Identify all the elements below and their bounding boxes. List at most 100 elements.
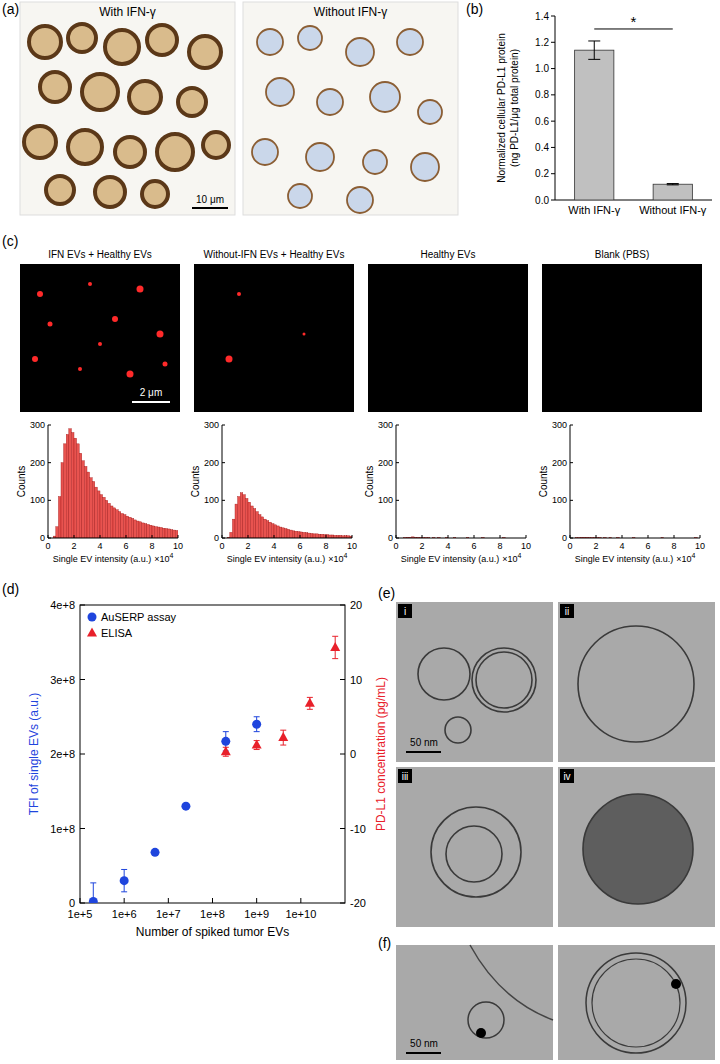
error-line bbox=[594, 41, 595, 59]
image-title: With IFN-γ bbox=[99, 5, 156, 19]
error-cap bbox=[90, 882, 96, 883]
point bbox=[252, 740, 262, 749]
y-tick-label: 300 bbox=[30, 420, 45, 430]
hist-bar bbox=[116, 510, 119, 538]
x-tick-label: 6 bbox=[297, 541, 302, 551]
hist-bar bbox=[129, 517, 132, 538]
bar-chart: 0.00.20.40.60.81.01.21.4Normalized cellu… bbox=[496, 11, 712, 217]
fluorescence-image bbox=[542, 264, 702, 412]
error-cap bbox=[254, 731, 260, 732]
point bbox=[120, 876, 129, 885]
y2-tick bbox=[340, 679, 345, 680]
y-tick-label: 300 bbox=[378, 420, 393, 430]
bars bbox=[575, 41, 693, 200]
histogram-panel: Without-IFN EVs + Healthy EVs01002003000… bbox=[190, 249, 357, 564]
hist-bar bbox=[126, 516, 129, 538]
y-tick bbox=[551, 68, 555, 69]
hist-bar bbox=[79, 453, 82, 538]
legend-marker bbox=[87, 628, 97, 637]
ev-spot bbox=[98, 342, 102, 346]
x-tick bbox=[126, 535, 127, 538]
panel-label: (b) bbox=[466, 1, 483, 17]
cell bbox=[346, 38, 374, 66]
y-axis-label: Normalized cellular PD-L1 protein bbox=[496, 33, 507, 183]
image-frame bbox=[396, 767, 553, 927]
hist-bar bbox=[82, 461, 85, 538]
cell bbox=[178, 88, 206, 116]
plot-frame bbox=[80, 605, 345, 903]
image-label: i bbox=[404, 606, 406, 617]
significance-star: * bbox=[631, 13, 637, 30]
x-tick-label: 0 bbox=[219, 541, 224, 551]
hist-bar bbox=[245, 498, 248, 538]
hist-bar bbox=[71, 433, 74, 538]
cell bbox=[347, 187, 373, 213]
image-title: Blank (PBS) bbox=[595, 249, 649, 260]
x-tick-label: 10 bbox=[173, 541, 183, 551]
hist-bar bbox=[118, 512, 121, 538]
point bbox=[221, 737, 230, 746]
hist-bar bbox=[305, 533, 308, 538]
superscript: 4 bbox=[169, 552, 173, 559]
x-tick bbox=[422, 535, 423, 538]
y-tick-label: 300 bbox=[552, 420, 567, 430]
vesicle bbox=[431, 807, 521, 897]
hist-bar bbox=[300, 532, 303, 538]
image-title: Without-IFN EVs + Healthy EVs bbox=[204, 249, 345, 260]
image-frame bbox=[243, 2, 458, 215]
cell bbox=[95, 177, 125, 207]
hist-bar bbox=[316, 534, 319, 538]
x-axis bbox=[396, 538, 526, 539]
y-tick-label: 2e+8 bbox=[50, 748, 75, 760]
cell bbox=[306, 143, 334, 171]
image-label: ii bbox=[565, 606, 569, 617]
cell bbox=[411, 153, 439, 181]
hist-bar bbox=[274, 525, 277, 538]
x-tick-label: 8 bbox=[497, 541, 502, 551]
y-tick bbox=[48, 500, 51, 501]
ev-spot bbox=[303, 333, 306, 336]
vesicle bbox=[583, 794, 693, 904]
x-tick bbox=[648, 535, 649, 538]
x-tick bbox=[168, 898, 169, 903]
cell bbox=[115, 137, 145, 167]
y2-tick bbox=[340, 828, 345, 829]
x-tick-label: 8 bbox=[671, 541, 676, 551]
x-tick bbox=[622, 535, 623, 538]
y2-tick-label: -10 bbox=[350, 823, 366, 835]
x-tick-label: 8 bbox=[149, 541, 154, 551]
x-tick-label: 8 bbox=[323, 541, 328, 551]
micrograph: Without IFN-γ bbox=[243, 2, 458, 215]
y-tick bbox=[396, 462, 399, 463]
y-tick-label: 300 bbox=[204, 420, 219, 430]
carbon-edge bbox=[470, 945, 553, 1020]
cell bbox=[370, 82, 400, 112]
hist-bar bbox=[310, 533, 313, 538]
error-cap bbox=[667, 184, 679, 185]
image-label: iv bbox=[563, 771, 570, 782]
scale-bar-label: 2 μm bbox=[140, 387, 162, 398]
hist-bar bbox=[277, 526, 280, 538]
error-cap bbox=[223, 756, 229, 757]
ev-spot bbox=[88, 282, 92, 286]
point bbox=[252, 720, 261, 729]
x-tick bbox=[48, 535, 49, 538]
x-tick-label: 2 bbox=[593, 541, 598, 551]
y-tick bbox=[48, 462, 51, 463]
hist-bar bbox=[248, 502, 251, 538]
hist-bar bbox=[131, 518, 134, 538]
y-tick-label: 200 bbox=[378, 458, 393, 468]
hist-bar bbox=[136, 521, 139, 538]
cell bbox=[142, 181, 168, 207]
hist-bar bbox=[64, 444, 67, 538]
hist-bar bbox=[303, 532, 306, 538]
x-axis bbox=[48, 538, 178, 539]
hist-bar bbox=[235, 504, 238, 538]
panel-label: (e) bbox=[378, 585, 395, 601]
x-tick bbox=[326, 535, 327, 538]
y-tick-label: 0 bbox=[388, 533, 393, 543]
hist-bar bbox=[74, 438, 77, 538]
scatter-chart: 1e+51e+61e+71e+81e+91e+1001e+82e+83e+84e… bbox=[27, 599, 388, 939]
label-box bbox=[560, 604, 574, 618]
error-cap bbox=[280, 730, 286, 731]
